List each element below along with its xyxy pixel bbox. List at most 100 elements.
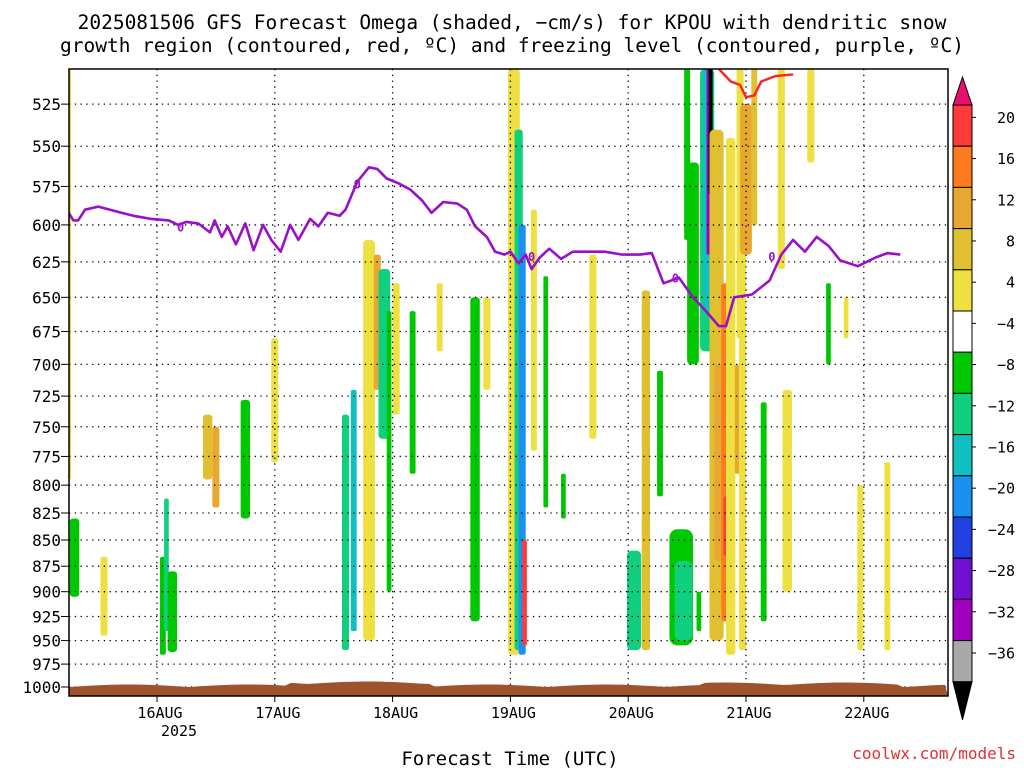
y-tick-label-925: 925: [32, 607, 61, 626]
colorbar-label-11: −28: [988, 562, 1015, 580]
y-tick-label-700: 700: [32, 355, 61, 374]
omega-cell-16: [392, 283, 400, 415]
colorbar-label-5: −4: [997, 315, 1015, 333]
y-tick-label-775: 775: [32, 447, 61, 466]
y-tick-label-600: 600: [32, 216, 61, 235]
y-tick-label-950: 950: [32, 632, 61, 651]
omega-cell-53: [777, 69, 785, 270]
freezing-level-label-0: 0: [177, 220, 184, 234]
colorbar-label-10: −24: [988, 521, 1015, 539]
colorbar-label-6: −8: [997, 356, 1015, 374]
omega-cell-49: [738, 254, 746, 651]
omega-cell-25: [531, 209, 537, 451]
freezing-level-line: [69, 166, 901, 328]
x-year-label: 2025: [161, 722, 197, 740]
omega-cell-59: [884, 462, 891, 651]
colorbar-label-4: 4: [1006, 274, 1015, 292]
y-tick-label-550: 550: [32, 137, 61, 156]
colorbar-swatch-0: [952, 104, 973, 147]
y-tick-label-575: 575: [32, 177, 61, 196]
omega-cell-7: [212, 426, 220, 508]
omega-cell-33: [674, 561, 693, 641]
colorbar-swatch-8: [952, 434, 973, 477]
omega-cell-57: [843, 297, 849, 339]
x-axis-title: Forecast Time (UTC): [401, 748, 618, 768]
y-axis: 525 550 575 600 625 650 675 700 725 750 775 800 825 8…: [22, 95, 69, 697]
y-tick-label-525: 525: [32, 95, 61, 114]
omega-cell-51: [751, 69, 758, 225]
freezing-level-label-3: 0: [672, 272, 679, 286]
y-tick-label-650: 650: [32, 288, 61, 307]
omega-cell-19: [470, 297, 480, 622]
omega-cell-24: [522, 539, 527, 646]
omega-cell-4: [164, 498, 169, 632]
y-tick-label-900: 900: [32, 583, 61, 602]
x-tick-label-4: 20AUG: [609, 704, 654, 722]
colorbar-label-9: −20: [988, 480, 1015, 498]
omega-cell-28: [589, 254, 597, 439]
colorbar-swatch-3: [952, 228, 973, 271]
omega-cell-27: [561, 473, 566, 519]
x-tick-label-3: 19AUG: [491, 704, 536, 722]
x-tick-label-0: 16AUG: [137, 704, 182, 722]
omega-cell-11: [350, 389, 357, 632]
y-tick-label-675: 675: [32, 322, 61, 341]
y-tick-label-825: 825: [32, 504, 61, 523]
colorbar-swatch-13: [952, 640, 973, 683]
chart-title-line-1: 2025081506 GFS Forecast Omega (shaded, −…: [78, 11, 947, 34]
y-tick-label-1000: 1000: [22, 678, 61, 697]
y-tick-label-750: 750: [32, 418, 61, 437]
ground-area: [69, 681, 948, 696]
colorbar-swatch-7: [952, 392, 973, 436]
colorbar-swatch-2: [952, 186, 973, 230]
y-tick-label-625: 625: [32, 253, 61, 272]
omega-cell-35: [687, 162, 699, 365]
omega-cell-10: [341, 414, 350, 651]
colorbar-swatch-9: [952, 475, 973, 518]
watermark: coolwx.com/models: [852, 744, 1016, 763]
y-tick-label-800: 800: [32, 476, 61, 495]
y-tick-label-875: 875: [32, 557, 61, 576]
omega-cell-18: [436, 283, 443, 352]
y-tick-label-850: 850: [32, 531, 61, 550]
omega-cell-8: [240, 399, 251, 519]
omega-cell-2: [100, 556, 108, 636]
colorbar-label-3: 8: [1006, 232, 1015, 250]
omega-cell-58: [857, 485, 864, 651]
omega-cell-56: [826, 283, 831, 365]
colorbar-swatch-4: [952, 269, 973, 312]
omega-cell-36: [696, 591, 702, 632]
colorbar-swatch-5: [952, 310, 973, 353]
omega-cell-20: [483, 297, 491, 390]
x-axis: 16AUG 17AUG 18AUG 19AUG 20AUG 21AUG 22AUG: [137, 696, 889, 722]
omega-cell-15: [386, 311, 392, 592]
omega-cell-54: [782, 389, 792, 592]
chart-title-line-2: growth region (contoured, red, ºC) and f…: [60, 34, 964, 57]
omega-shading: [69, 69, 891, 655]
x-tick-label-6: 22AUG: [844, 704, 889, 722]
x-tick-label-1: 17AUG: [255, 704, 300, 722]
dgz-contour-line: [718, 69, 794, 99]
freezing-level-label-1: 0: [354, 177, 361, 191]
freezing-level-label-4: 0: [768, 250, 775, 264]
omega-cell-12: [363, 239, 375, 641]
colorbar-swatch-1: [952, 145, 973, 188]
y-tick-label-975: 975: [32, 655, 61, 674]
omega-cell-17: [409, 311, 416, 474]
ground-fill: [69, 681, 948, 696]
colorbar-label-1: 16: [997, 150, 1015, 168]
omega-cell-31: [657, 370, 663, 497]
colorbar-label-0: 20: [997, 109, 1015, 127]
omega-cell-1: [69, 518, 80, 597]
colorbar-top-arrow: [952, 75, 973, 106]
contour-lines: 0 0 0 0 0: [69, 69, 901, 328]
colorbar-bottom-arrow: [952, 681, 973, 720]
freezing-level-label-2: 0: [528, 250, 535, 264]
colorbar-label-8: −16: [988, 438, 1015, 456]
omega-cell-26: [543, 276, 549, 508]
y-tick-label-725: 725: [32, 387, 61, 406]
colorbar-swatch-10: [952, 516, 973, 559]
x-tick-label-2: 18AUG: [373, 704, 418, 722]
